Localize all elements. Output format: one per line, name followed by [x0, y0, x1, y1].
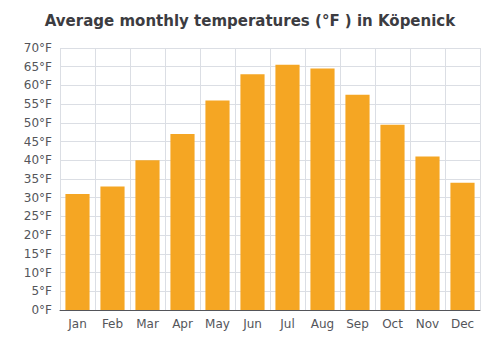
svg-text:May: May [205, 317, 230, 331]
svg-text:50°F: 50°F [24, 116, 52, 130]
svg-text:60°F: 60°F [24, 78, 52, 92]
svg-text:10°F: 10°F [24, 266, 52, 280]
svg-text:70°F: 70°F [24, 41, 52, 55]
svg-text:Apr: Apr [172, 317, 193, 331]
svg-text:35°F: 35°F [24, 172, 52, 186]
svg-text:Average monthly temperatures (: Average monthly temperatures (°F ) in Kö… [45, 12, 456, 30]
svg-text:55°F: 55°F [24, 97, 52, 111]
svg-text:45°F: 45°F [24, 135, 52, 149]
svg-text:65°F: 65°F [24, 60, 52, 74]
svg-text:20°F: 20°F [24, 228, 52, 242]
svg-text:0°F: 0°F [31, 303, 52, 317]
svg-text:Sep: Sep [346, 317, 369, 331]
svg-text:25°F: 25°F [24, 209, 52, 223]
svg-text:30°F: 30°F [24, 191, 52, 205]
svg-text:Jun: Jun [242, 317, 262, 331]
svg-text:Mar: Mar [136, 317, 159, 331]
svg-text:Feb: Feb [102, 317, 123, 331]
svg-text:Jul: Jul [279, 317, 294, 331]
svg-text:Dec: Dec [451, 317, 474, 331]
svg-text:15°F: 15°F [24, 247, 52, 261]
svg-text:Aug: Aug [311, 317, 334, 331]
svg-text:Nov: Nov [416, 317, 439, 331]
svg-text:40°F: 40°F [24, 153, 52, 167]
svg-text:5°F: 5°F [31, 284, 52, 298]
svg-text:Oct: Oct [382, 317, 403, 331]
svg-text:Jan: Jan [67, 317, 87, 331]
